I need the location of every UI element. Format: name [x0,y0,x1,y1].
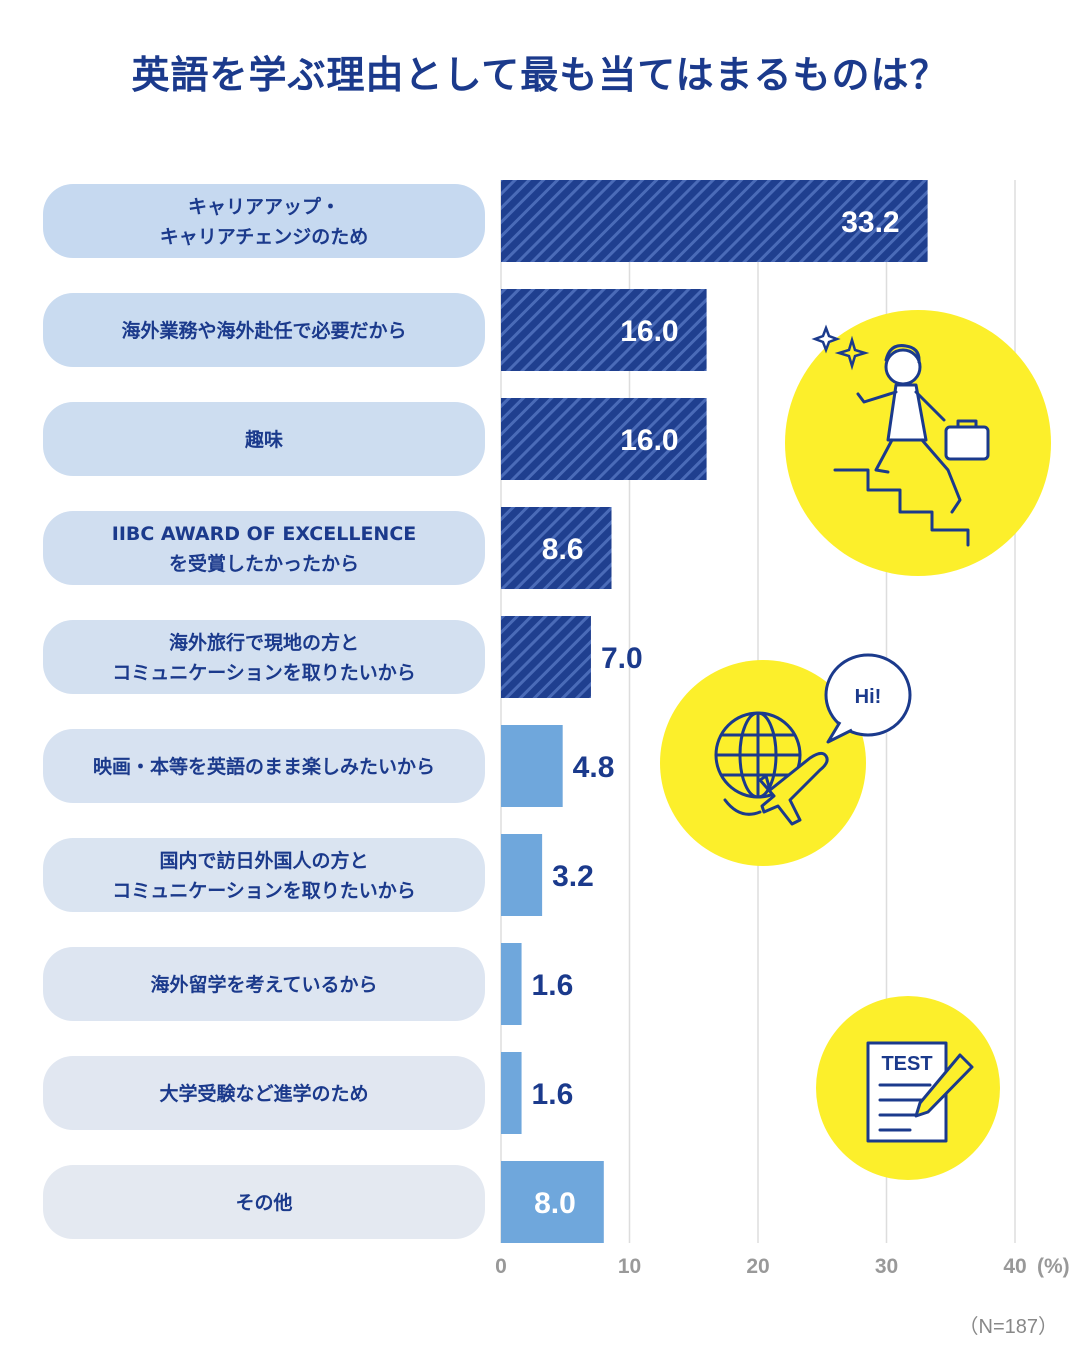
test-paper-pencil-icon [866,1041,974,1143]
category-label: IIBC AWARD OF EXCELLENCE [112,523,417,545]
bar [501,289,707,371]
business-illustration [785,310,1051,576]
x-tick-label: 0 [495,1255,507,1278]
business-circle [785,310,1051,576]
x-tick-label: 20 [746,1255,769,1278]
bar [501,616,591,698]
x-axis-unit: (%) [1037,1255,1070,1278]
category-label: キャリアアップ・ [188,195,340,218]
category-label-bg [43,402,485,476]
category-label: 趣味 [244,428,283,451]
category-label: 海外留学を考えているから [150,973,377,996]
sample-size-note: （N=187） [958,1316,1059,1338]
test-illustration: TEST [816,996,1000,1180]
category-label: キャリアチェンジのため [160,226,369,248]
x-axis-ticks: 0 10 20 30 40 (%) [495,1255,1070,1278]
chart-title: 英語を学ぶ理由として最も当てはまるものは？ [131,53,949,97]
category-label: 海外業務や海外赴任で必要だから [121,319,406,342]
value-label: 8.0 [534,1187,576,1220]
bar [501,398,707,480]
value-label: 1.6 [532,1078,574,1111]
x-tick-label: 10 [618,1255,641,1278]
category-label: コミュニケーションを取りたいから [112,880,416,902]
bar [501,507,612,589]
value-label: 8.6 [542,533,584,566]
value-label: 16.0 [620,315,678,348]
value-label: 16.0 [620,424,678,457]
bars: 33.2 16.0 16.0 8.6 7.0 4.8 3.2 1.6 1.6 8.0 [501,180,928,1243]
category-label-bg [43,838,485,912]
category-label-bg [43,184,485,258]
category-label: コミュニケーションを取りたいから [112,662,416,684]
speech-bubble: Hi! [824,653,912,744]
travel-illustration: Hi! [660,653,912,866]
bar [501,1052,522,1134]
category-label: 海外旅行で現地の方と [169,631,359,654]
bar [501,943,522,1025]
test-label: TEST [881,1053,932,1075]
category-label-bg [43,729,485,803]
category-label-bg [43,1056,485,1130]
category-label: 大学受験など進学のため [159,1082,368,1105]
value-label: 33.2 [841,206,899,239]
category-label: その他 [235,1191,292,1214]
x-tick-label: 30 [875,1255,898,1278]
category-label: 映画・本等を英語のまま楽しみたいから [93,755,435,778]
value-label: 3.2 [552,860,594,893]
globe-airplane-icon [714,711,829,826]
travel-circle [660,660,866,866]
bar [501,834,543,916]
value-label: 4.8 [573,751,615,784]
category-label-bg [43,511,485,585]
sparkle-icon [834,335,870,371]
category-label-bg [43,947,485,1021]
speech-bubble-text: Hi! [855,686,882,708]
sparkle-icon [811,324,841,354]
category-label: 国内で訪日外国人の方と [159,849,368,872]
category-label-bg [43,293,485,367]
category-label: を受賞したかったから [169,552,359,575]
value-label: 7.0 [601,642,643,675]
bar [501,1161,604,1243]
category-label-bg [43,1165,485,1239]
x-tick-label: 40 [1003,1255,1026,1278]
bar [501,725,563,807]
bar [501,180,928,262]
value-label: 1.6 [532,969,574,1002]
category-label-bg [43,620,485,694]
businessman-climbing-stairs-icon [833,344,990,547]
